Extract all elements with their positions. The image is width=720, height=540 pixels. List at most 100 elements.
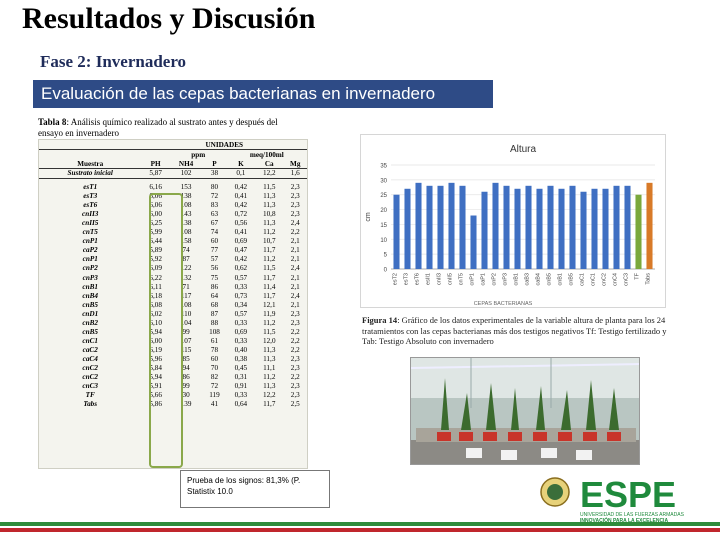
row-label: caP2: [82, 246, 98, 255]
table-row: cnII5 6,25 138 67 0,56 11,3 2,4: [39, 219, 307, 228]
bar-caB4: [536, 188, 543, 269]
row-label: esT6: [83, 201, 98, 210]
table-cell: 0,56: [234, 219, 248, 228]
table-cell: 108: [180, 228, 192, 237]
table-cell: 74: [210, 228, 219, 237]
y-tick-label: 0: [384, 268, 388, 274]
column-header: NH4: [169, 159, 203, 169]
x-tick-label: cnB1: [558, 273, 564, 286]
table-row: cnB4 6,18 117 64 0,73 11,7 2,4: [39, 292, 307, 301]
table-row: cnB1 6,11 71 86 0,33 11,4 2,1: [39, 283, 307, 292]
table-cell: 0,33: [234, 336, 248, 345]
table-cell: 0,69: [234, 327, 248, 336]
row-label: cnB4: [82, 291, 98, 300]
table-cell: 61: [210, 336, 219, 345]
table-cell: 2,3: [290, 364, 300, 372]
table-cell: 2,3: [290, 192, 300, 201]
table-cell: 38: [202, 168, 227, 180]
sample-column-header: Muestra: [39, 159, 142, 169]
table-cell: 2,3: [290, 391, 300, 400]
table-cell: 83: [210, 201, 219, 210]
bar-cnC2: [602, 188, 609, 269]
table-cell: 5,94: [149, 373, 162, 382]
row-label: cnP3: [82, 273, 98, 282]
row-label: esT1: [83, 183, 98, 192]
table-cell: 104: [180, 318, 192, 327]
table-cell: 0,41: [234, 192, 248, 201]
x-tick-label: cnB1: [514, 273, 520, 286]
bar-cnII3: [437, 185, 444, 269]
table-row: cnB2 6,10 104 88 0,33 11,2 2,3: [39, 319, 307, 328]
bar-caP1: [481, 191, 488, 269]
table-cell: 138: [180, 192, 192, 201]
table-cell: 0,42: [234, 255, 248, 264]
column-header: P: [202, 159, 227, 169]
bar-cnP1: [470, 215, 477, 269]
table-cell: 2,3: [290, 201, 300, 210]
y-axis-label: cm: [365, 212, 372, 222]
y-tick-label: 25: [380, 193, 387, 199]
table-cell: 85: [182, 354, 190, 363]
row-label: cnB1: [82, 282, 98, 291]
table-cell: 0,73: [234, 291, 248, 300]
table-cell: 0,34: [234, 300, 248, 309]
x-tick-label: cnII3: [437, 273, 443, 285]
section-banner: Evaluación de las cepas bacterianas en i…: [33, 80, 493, 108]
bar-Tabs: [646, 182, 653, 269]
table-cell: 2,2: [290, 336, 300, 345]
table-cell: 5,66: [149, 391, 162, 400]
table-cell: 11,5: [263, 264, 276, 273]
table-cell: 6,44: [149, 237, 162, 246]
table-cell: 2,3: [290, 183, 300, 192]
table-cell: 67: [210, 219, 219, 228]
table-cell: 2,2: [290, 373, 300, 382]
x-tick-label: cnT5: [459, 273, 465, 285]
row-label: cnII3: [82, 210, 99, 219]
table-cell: 72: [210, 192, 219, 201]
x-tick-label: cnP3: [503, 273, 509, 286]
table-cell: 119: [209, 391, 220, 400]
table-cell: 0,45: [234, 364, 248, 372]
column-header: K: [226, 159, 256, 169]
table-cell: 11,4: [263, 282, 276, 291]
unit-ppm: ppm: [191, 150, 206, 159]
x-tick-label: cnC4: [613, 273, 619, 286]
table-cell: 5,84: [149, 364, 162, 372]
table-cell: 12,2: [262, 391, 276, 400]
units-header: UNIDADES: [141, 140, 307, 150]
table-cell: 12,2: [255, 168, 284, 180]
table-cell: 2,1: [290, 273, 300, 282]
table-row: cnP2 6,09 122 56 0,62 11,5 2,4: [39, 264, 307, 273]
table-cell: 11,3: [263, 354, 276, 363]
table-cell: 11,5: [263, 183, 276, 192]
x-tick-label: cnC2: [602, 273, 608, 286]
table-cell: 108: [180, 300, 192, 309]
table-cell: 108: [180, 201, 192, 210]
table-cell: 2,4: [290, 219, 300, 228]
table-cell: 6,19: [149, 345, 162, 354]
table-cell: 2,2: [290, 327, 300, 336]
x-tick-label: cnP1: [470, 273, 476, 286]
table-cell: 139: [180, 400, 192, 409]
logo-line2: INNOVACIÓN PARA LA EXCELENCIA: [580, 516, 668, 524]
bar-cnB1: [558, 188, 565, 269]
row-label: cnC2: [82, 373, 98, 382]
table-cell: 11,3: [263, 345, 276, 354]
row-label: TF: [85, 391, 95, 400]
row-label: cnB2: [82, 318, 98, 327]
row-label: cnC3: [82, 382, 98, 391]
table-cell: 115: [180, 345, 192, 354]
figure-caption-label: Figura 14: [362, 315, 398, 325]
table-cell: 75: [210, 273, 219, 282]
bar-cnB1: [514, 188, 521, 269]
table-cell: 57: [210, 255, 219, 264]
table-cell: 78: [210, 345, 219, 354]
table-row: cnP1 5,92 87 57 0,42 11,2 2,1: [39, 255, 307, 264]
table-cell: 110: [180, 309, 192, 318]
column-header: PH: [141, 159, 170, 169]
y-tick-label: 30: [380, 178, 387, 184]
table-caption-label: Tabla 8: [38, 117, 67, 127]
table-cell: 5,94: [149, 327, 162, 336]
x-tick-label: Tabs: [646, 273, 652, 285]
table-cell: 117: [180, 291, 192, 300]
